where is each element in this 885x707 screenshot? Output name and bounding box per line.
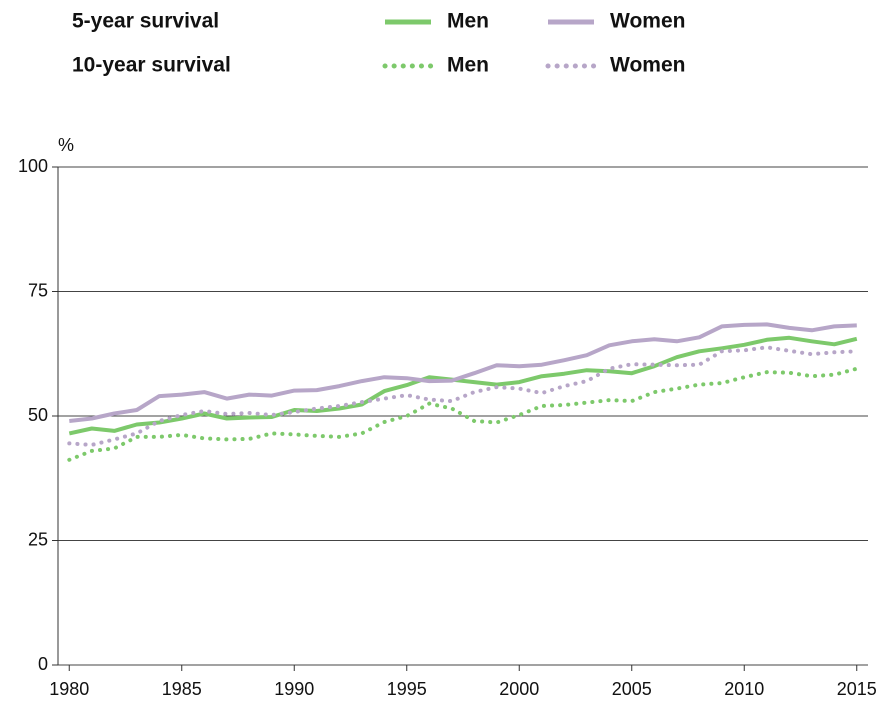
- legend-label: Women: [610, 54, 685, 77]
- x-tick-label: 1995: [387, 679, 427, 699]
- legend-group-label: 10-year survival: [72, 54, 231, 77]
- legend-group-label: 5-year survival: [72, 10, 219, 33]
- series-line: [67, 345, 859, 447]
- legend-label: Men: [447, 10, 489, 33]
- x-tick-label: 1980: [49, 679, 89, 699]
- series-line: [69, 322, 857, 423]
- x-tick-label: 2015: [837, 679, 877, 699]
- x-tick-label: 2010: [724, 679, 764, 699]
- legend-label: Women: [610, 10, 685, 33]
- y-tick-label: 100: [18, 156, 48, 176]
- series-line: [67, 366, 859, 462]
- x-tick-label: 1990: [274, 679, 314, 699]
- y-tick-label: 25: [28, 529, 48, 549]
- y-tick-label: 50: [28, 405, 48, 425]
- y-tick-label: 0: [38, 654, 48, 674]
- x-tick-label: 2005: [612, 679, 652, 699]
- y-tick-label: 75: [28, 280, 48, 300]
- legend-label: Men: [447, 54, 489, 77]
- x-tick-label: 2000: [499, 679, 539, 699]
- y-axis-label: %: [58, 135, 74, 155]
- x-tick-label: 1985: [162, 679, 202, 699]
- series-line: [68, 335, 858, 436]
